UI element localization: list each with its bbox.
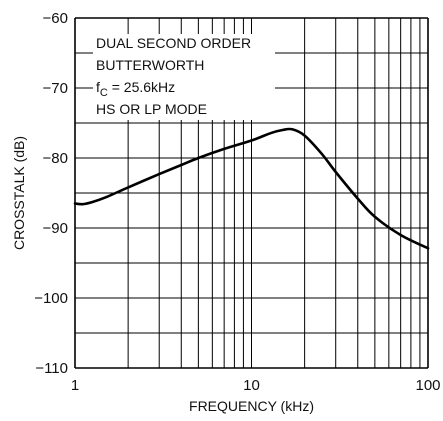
annotation-line-1: DUAL SECOND ORDER — [96, 35, 251, 51]
y-tick-labels: −60 −70 −80 −90 −100 −110 — [34, 10, 68, 377]
annotation-fc-subscript: C — [100, 87, 108, 99]
y-axis-label: CROSSTALK (dB) — [11, 136, 27, 250]
annotation-line-4: HS OR LP MODE — [96, 101, 207, 117]
annotation-background — [93, 34, 275, 120]
y-tick-label: −60 — [43, 10, 68, 27]
series-line — [73, 127, 430, 250]
x-axis-label: FREQUENCY (kHz) — [189, 398, 314, 414]
y-tick-label: −110 — [35, 360, 68, 377]
chart-annotation: DUAL SECOND ORDER BUTTERWORTH fC = 25.6k… — [96, 35, 251, 117]
x-tick-label: 1 — [71, 377, 79, 394]
y-tick-label: −70 — [43, 80, 68, 97]
chart-grid — [74, 17, 429, 369]
x-tick-label: 100 — [415, 377, 440, 394]
annotation-fc-symbol: f — [96, 79, 100, 95]
x-tick-label: 10 — [243, 377, 260, 394]
y-tick-label: −80 — [43, 150, 68, 167]
x-tick-labels: 1 10 100 — [71, 377, 441, 394]
annotation-fc-value: = 25.6kHz — [108, 79, 175, 95]
y-tick-label: −90 — [43, 220, 68, 237]
annotation-line-2: BUTTERWORTH — [96, 57, 204, 73]
y-tick-label: −100 — [34, 290, 68, 307]
annotation-line-3: fC = 25.6kHz — [96, 79, 175, 99]
